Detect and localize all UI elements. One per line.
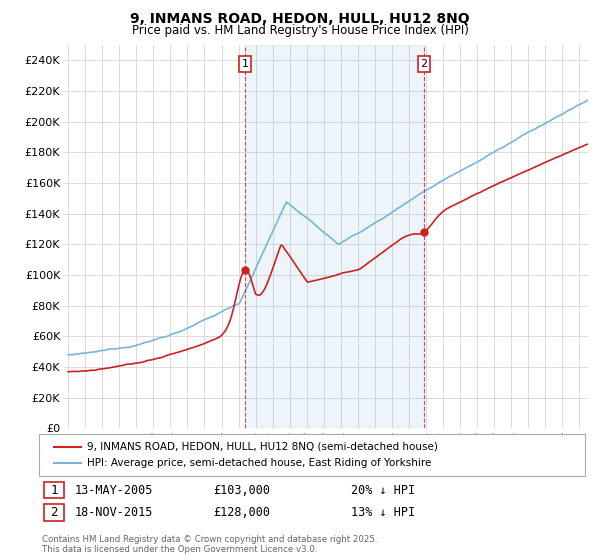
Bar [245,45,424,428]
Text: 13% ↓ HPI: 13% ↓ HPI [351,506,415,519]
Text: 18-NOV-2015: 18-NOV-2015 [75,506,154,519]
Text: 1: 1 [241,59,248,69]
Text: HPI: Average price, semi-detached house, East Riding of Yorkshire: HPI: Average price, semi-detached house,… [87,458,431,468]
Text: £103,000: £103,000 [213,483,270,497]
Text: 20% ↓ HPI: 20% ↓ HPI [351,483,415,497]
Text: 2: 2 [50,506,58,519]
Text: 9, INMANS ROAD, HEDON, HULL, HU12 8NQ (semi-detached house): 9, INMANS ROAD, HEDON, HULL, HU12 8NQ (s… [87,442,438,452]
Text: Price paid vs. HM Land Registry's House Price Index (HPI): Price paid vs. HM Land Registry's House … [131,24,469,36]
Text: 13-MAY-2005: 13-MAY-2005 [75,483,154,497]
Text: 9, INMANS ROAD, HEDON, HULL, HU12 8NQ: 9, INMANS ROAD, HEDON, HULL, HU12 8NQ [130,12,470,26]
Text: 1: 1 [50,483,58,497]
Text: Contains HM Land Registry data © Crown copyright and database right 2025.
This d: Contains HM Land Registry data © Crown c… [42,535,377,554]
Text: 2: 2 [421,59,428,69]
Text: £128,000: £128,000 [213,506,270,519]
